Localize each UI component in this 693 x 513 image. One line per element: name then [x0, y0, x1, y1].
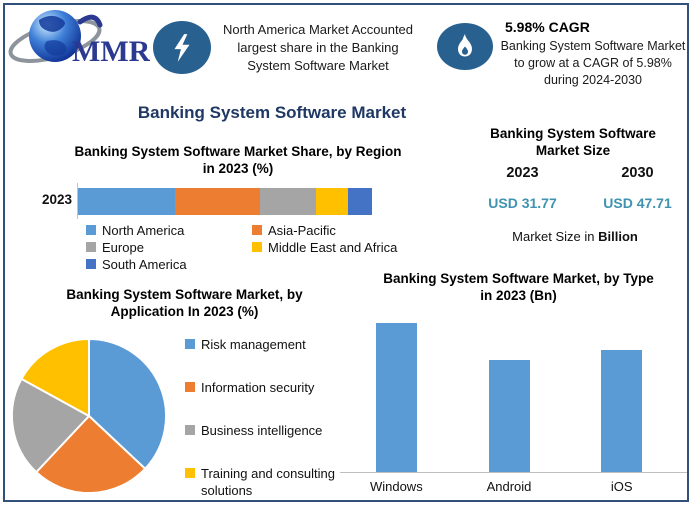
legend-label: Training and consulting solutions: [201, 466, 335, 498]
legend-swatch: [185, 339, 195, 349]
legend-label: Information security: [201, 380, 315, 395]
legend-swatch: [185, 382, 195, 392]
pie-slice: [88, 337, 168, 471]
legend-swatch: [185, 425, 195, 435]
logo-accent-swoosh: [77, 14, 103, 28]
legend-item: South America: [86, 256, 252, 273]
region-bar-segment: [260, 188, 317, 215]
region-bar-segment: [175, 188, 261, 215]
region-bar-segment: [78, 188, 176, 215]
globe-landmass: [44, 40, 67, 56]
legend-label: Risk management: [201, 337, 306, 352]
pie-slice: [20, 337, 90, 418]
region-bar-segment: [316, 188, 349, 215]
pie-slice: [34, 414, 147, 494]
legend-swatch: [185, 468, 195, 478]
legend-item: Training and consulting solutions: [185, 465, 347, 499]
legend-label: Europe: [102, 240, 144, 255]
market-size-note: Market Size in Billion: [455, 229, 693, 244]
pie-slice: [11, 377, 91, 474]
legend-swatch: [86, 242, 96, 252]
legend-swatch: [86, 259, 96, 269]
value-start: USD 31.77: [488, 195, 557, 211]
cagr-text: Banking System Software Market to grow a…: [500, 39, 686, 87]
region-chart-axis: [77, 183, 78, 219]
lightning-bolt-icon: [153, 21, 211, 74]
legend-item: North America: [86, 222, 252, 239]
globe-landmass: [39, 15, 65, 32]
market-size-title: Banking System Software Market Size: [490, 126, 656, 158]
cagr-title: 5.98% CAGR: [505, 19, 590, 35]
pie-legend: Risk management Information security Busin…: [185, 336, 347, 499]
legend-label: South America: [102, 257, 187, 272]
logo-text: MMR: [72, 35, 150, 68]
region-chart-title: Banking System Software Market Share, by…: [74, 144, 402, 176]
year-end: 2030: [621, 165, 654, 181]
type-bar-plot: [340, 322, 678, 472]
legend-item: Asia-Pacific: [252, 222, 416, 239]
lightning-bolt-glyph: [174, 33, 190, 62]
legend-swatch: [86, 225, 96, 235]
legend-item: Business intelligence: [185, 422, 347, 439]
type-bar-labels: Windows Android iOS: [340, 479, 678, 494]
application-chart-title: Banking System Software Market, by Appli…: [66, 287, 303, 319]
bar-column: [340, 322, 453, 472]
left-callout-text: North America Market Accounted largest s…: [222, 22, 414, 73]
legend-swatch: [252, 225, 262, 235]
bar-category-label: Windows: [369, 479, 423, 494]
legend-label: Business intelligence: [201, 423, 323, 438]
page-title: Banking System Software Market: [137, 103, 407, 122]
market-size-years: 2023 2030: [465, 165, 693, 181]
legend-swatch: [252, 242, 262, 252]
legend-item: Information security: [185, 379, 347, 396]
application-pie: [11, 337, 168, 494]
bar-android: [488, 360, 530, 472]
region-stacked-bar: [78, 188, 372, 215]
region-legend: North America Asia-Pacific Europe Middle Ea…: [86, 222, 416, 273]
market-size-note-unit: Billion: [598, 229, 638, 244]
market-size-values: USD 31.77 USD 47.71: [465, 195, 693, 211]
bar-column: [453, 322, 566, 472]
type-chart-title: Banking System Software Market, by Type …: [383, 271, 654, 303]
region-year-label: 2023: [41, 192, 72, 207]
region-bar-segment: [348, 188, 372, 215]
bar-column: [565, 322, 678, 472]
bar-category-label: iOS: [610, 479, 633, 494]
market-size-note-prefix: Market Size in: [512, 229, 599, 244]
value-end: USD 47.71: [603, 195, 672, 211]
flame-icon: [437, 23, 493, 70]
legend-label: North America: [102, 223, 185, 238]
legend-item: Middle East and Africa: [252, 239, 416, 256]
year-start: 2023: [506, 165, 539, 181]
legend-label: Middle East and Africa: [268, 240, 398, 255]
bar-ios: [601, 350, 643, 472]
legend-label: Asia-Pacific: [268, 223, 336, 238]
legend-item: Risk management: [185, 336, 347, 353]
mmr-logo: MMR: [8, 10, 150, 68]
bar-category-label: Android: [486, 479, 532, 494]
type-chart-axis: [340, 472, 688, 473]
bar-windows: [375, 323, 417, 472]
flame-glyph: [458, 34, 472, 57]
legend-item: Europe: [86, 239, 252, 256]
